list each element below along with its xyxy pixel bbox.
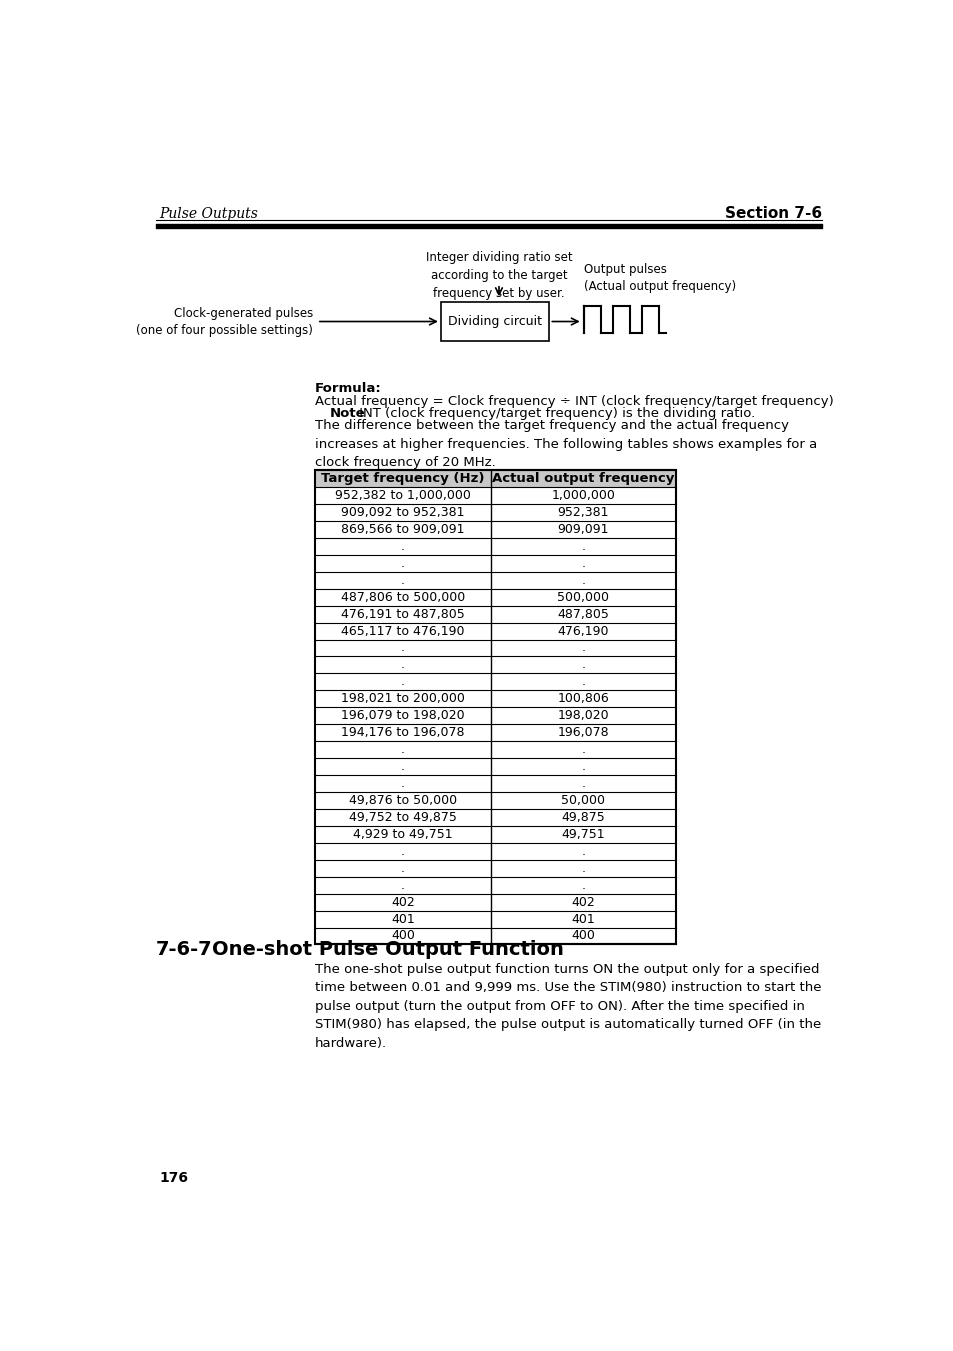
Text: .: .: [581, 574, 585, 586]
Text: .: .: [400, 844, 404, 858]
Text: 194,176 to 196,078: 194,176 to 196,078: [341, 727, 464, 739]
Text: .: .: [581, 676, 585, 689]
Text: .: .: [581, 540, 585, 553]
Text: 487,805: 487,805: [557, 608, 609, 620]
Text: .: .: [581, 777, 585, 790]
Text: 198,021 to 200,000: 198,021 to 200,000: [340, 692, 464, 705]
Text: 401: 401: [391, 912, 415, 925]
Text: 952,382 to 1,000,000: 952,382 to 1,000,000: [335, 489, 471, 503]
Text: .: .: [581, 743, 585, 757]
Text: 198,020: 198,020: [558, 709, 609, 723]
Text: .: .: [581, 557, 585, 570]
Text: .: .: [581, 862, 585, 874]
Text: Section 7-6: Section 7-6: [724, 207, 821, 222]
Text: 176: 176: [159, 1171, 189, 1185]
Text: 487,806 to 500,000: 487,806 to 500,000: [340, 590, 464, 604]
Text: .: .: [400, 676, 404, 689]
Text: .: .: [400, 574, 404, 586]
Text: .: .: [400, 642, 404, 654]
Text: 1,000,000: 1,000,000: [551, 489, 615, 503]
Text: .: .: [400, 658, 404, 671]
Text: 402: 402: [571, 896, 595, 909]
Text: .: .: [400, 862, 404, 874]
Text: 100,806: 100,806: [557, 692, 609, 705]
Text: 401: 401: [571, 912, 595, 925]
Text: Integer dividing ratio set
according to the target
frequency set by user.: Integer dividing ratio set according to …: [425, 251, 572, 300]
Text: 909,091: 909,091: [558, 523, 609, 536]
Bar: [314, 470, 675, 944]
Bar: [314, 470, 675, 944]
Text: 952,381: 952,381: [558, 507, 609, 519]
Text: 500,000: 500,000: [557, 590, 609, 604]
Text: .: .: [400, 878, 404, 892]
Text: 7-6-7: 7-6-7: [155, 940, 213, 959]
Text: .: .: [400, 777, 404, 790]
Text: Actual frequency = Clock frequency ÷ INT (clock frequency/target frequency): Actual frequency = Clock frequency ÷ INT…: [314, 394, 832, 408]
Text: .: .: [400, 743, 404, 757]
Text: 49,752 to 49,875: 49,752 to 49,875: [349, 811, 456, 824]
Text: INT (clock frequency/target frequency) is the dividing ratio.: INT (clock frequency/target frequency) i…: [355, 407, 755, 420]
Text: Output pulses
(Actual output frequency): Output pulses (Actual output frequency): [583, 263, 736, 293]
Text: Dividing circuit: Dividing circuit: [448, 315, 541, 328]
Text: 400: 400: [571, 929, 595, 943]
Text: Note: Note: [330, 407, 365, 420]
Text: .: .: [400, 540, 404, 553]
Text: Pulse Outputs: Pulse Outputs: [159, 207, 258, 220]
Text: 4,929 to 49,751: 4,929 to 49,751: [353, 828, 453, 840]
Text: Actual output frequency: Actual output frequency: [492, 471, 674, 485]
Text: .: .: [581, 761, 585, 773]
Text: One-shot Pulse Output Function: One-shot Pulse Output Function: [212, 940, 563, 959]
Text: .: .: [400, 761, 404, 773]
Text: 476,191 to 487,805: 476,191 to 487,805: [340, 608, 464, 620]
Text: The difference between the target frequency and the actual frequency
increases a: The difference between the target freque…: [314, 419, 816, 469]
Text: 49,875: 49,875: [561, 811, 605, 824]
Text: 869,566 to 909,091: 869,566 to 909,091: [341, 523, 464, 536]
Bar: [314, 470, 675, 488]
Text: .: .: [400, 557, 404, 570]
Text: 49,876 to 50,000: 49,876 to 50,000: [349, 794, 456, 807]
Text: .: .: [581, 642, 585, 654]
Text: 476,190: 476,190: [558, 624, 609, 638]
Bar: [440, 303, 549, 340]
Text: 196,078: 196,078: [558, 727, 609, 739]
Text: 400: 400: [391, 929, 415, 943]
Text: Target frequency (Hz): Target frequency (Hz): [321, 471, 484, 485]
Text: Formula:: Formula:: [314, 381, 381, 394]
Text: Clock-generated pulses
(one of four possible settings): Clock-generated pulses (one of four poss…: [136, 307, 313, 336]
Text: 196,079 to 198,020: 196,079 to 198,020: [341, 709, 464, 723]
Text: 402: 402: [391, 896, 415, 909]
Text: The one-shot pulse output function turns ON the output only for a specified
time: The one-shot pulse output function turns…: [314, 963, 821, 1050]
Text: 909,092 to 952,381: 909,092 to 952,381: [341, 507, 464, 519]
Text: .: .: [581, 844, 585, 858]
Text: .: .: [581, 658, 585, 671]
Text: 50,000: 50,000: [561, 794, 605, 807]
Text: 465,117 to 476,190: 465,117 to 476,190: [341, 624, 464, 638]
Text: .: .: [581, 878, 585, 892]
Text: 49,751: 49,751: [561, 828, 604, 840]
